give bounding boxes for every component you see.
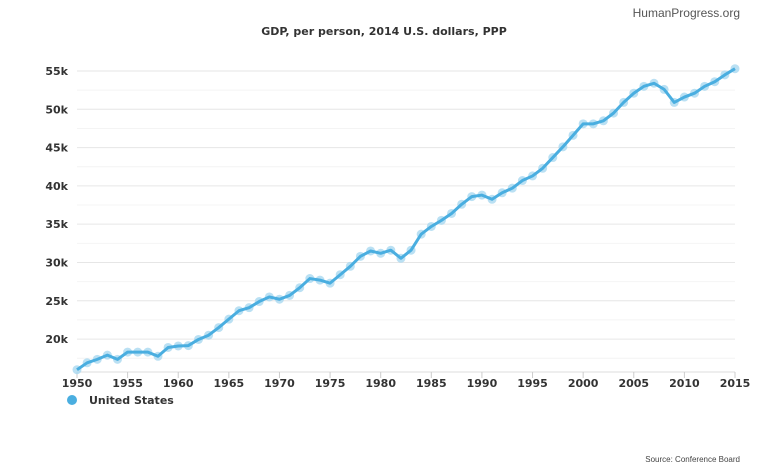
x-tick-label: 1950 (62, 377, 93, 390)
x-tick-label: 1970 (264, 377, 295, 390)
series-line (76, 67, 736, 371)
chart-title: GDP, per person, 2014 U.S. dollars, PPP (261, 25, 507, 38)
y-tick-label: 40k (45, 180, 68, 193)
y-tick-label: 50k (45, 103, 68, 116)
y-tick-label: 25k (45, 295, 68, 308)
x-tick-label: 1990 (467, 377, 498, 390)
brand-label: HumanProgress.org (632, 6, 740, 20)
x-tick-label: 2005 (618, 377, 649, 390)
x-tick-label: 1960 (163, 377, 194, 390)
x-tick-label: 2015 (720, 377, 751, 390)
x-tick-label: 1995 (517, 377, 548, 390)
y-tick-label: 35k (45, 218, 68, 231)
y-tick-label: 55k (45, 65, 68, 78)
y-tick-label: 20k (45, 333, 68, 346)
y-tick-label: 30k (45, 256, 68, 269)
y-tick-label: 45k (45, 142, 68, 155)
x-tick-label: 1955 (112, 377, 143, 390)
x-tick-label: 1980 (365, 377, 396, 390)
x-tick-label: 1965 (214, 377, 245, 390)
x-tick-label: 2010 (669, 377, 700, 390)
x-tick-label: 1985 (416, 377, 447, 390)
x-tick-label: 2000 (568, 377, 599, 390)
x-tick-label: 1975 (315, 377, 346, 390)
source-label: Source: Conference Board (645, 455, 740, 464)
legend-marker (67, 395, 77, 405)
legend-label: United States (89, 394, 174, 407)
